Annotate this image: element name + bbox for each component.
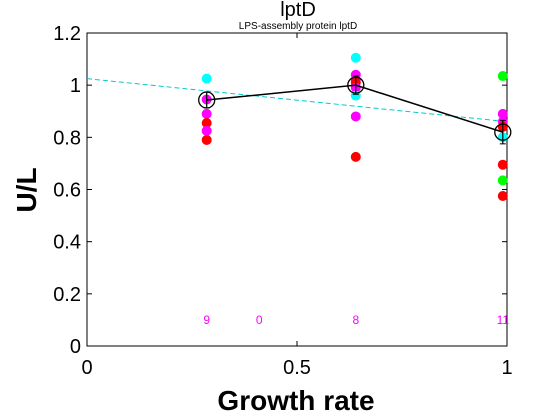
- y-axis: 0 0.2 0.4 0.6 0.8 1 1.2: [53, 23, 507, 358]
- x-tick-label: 0.5: [283, 357, 311, 379]
- data-point: [201, 117, 212, 128]
- data-point: [350, 111, 361, 122]
- data-point: [201, 108, 212, 119]
- y-tick-label: 0.2: [53, 284, 81, 306]
- y-tick-label: 0.4: [53, 232, 81, 254]
- sample-count-label: 11: [497, 313, 510, 327]
- mean-marker: [494, 123, 512, 141]
- chart-title: lptD: [280, 0, 316, 21]
- sample-count-label: 9: [203, 313, 210, 327]
- sample-count-label: 8: [352, 313, 359, 327]
- x-tick-label: 0: [81, 357, 92, 379]
- fit-line: [86, 78, 508, 123]
- data-point: [201, 125, 212, 136]
- data-point: [201, 134, 212, 145]
- y-tick-label: 0.8: [53, 127, 81, 149]
- data-point: [497, 108, 508, 119]
- sample-count-label: 0: [256, 313, 263, 327]
- chart-subtitle: LPS-assembly protein lptD: [239, 21, 357, 32]
- plot-frame: [86, 32, 508, 347]
- data-point: [497, 71, 508, 82]
- data-point: [497, 175, 508, 186]
- y-tick-label: 1.2: [53, 23, 81, 45]
- data-point: [350, 52, 361, 63]
- y-tick-label: 1: [70, 75, 81, 97]
- fit-line-layer: [86, 78, 508, 123]
- x-axis-label: Growth rate: [217, 385, 374, 416]
- sample-counts: 9 0 8 11: [203, 313, 509, 327]
- mean-series: [198, 75, 512, 145]
- x-axis: 0 0.5 1: [81, 33, 513, 379]
- data-point: [201, 73, 212, 84]
- y-tick-label: 0: [70, 336, 81, 358]
- x-tick-label: 1: [501, 357, 512, 379]
- mean-marker: [198, 91, 216, 109]
- data-point: [350, 151, 361, 162]
- y-tick-label: 0.6: [53, 180, 81, 202]
- mean-marker: [347, 76, 365, 94]
- data-point: [497, 159, 508, 170]
- replicate-points: [201, 52, 508, 202]
- data-point: [497, 191, 508, 202]
- y-axis-label: U/L: [11, 167, 42, 212]
